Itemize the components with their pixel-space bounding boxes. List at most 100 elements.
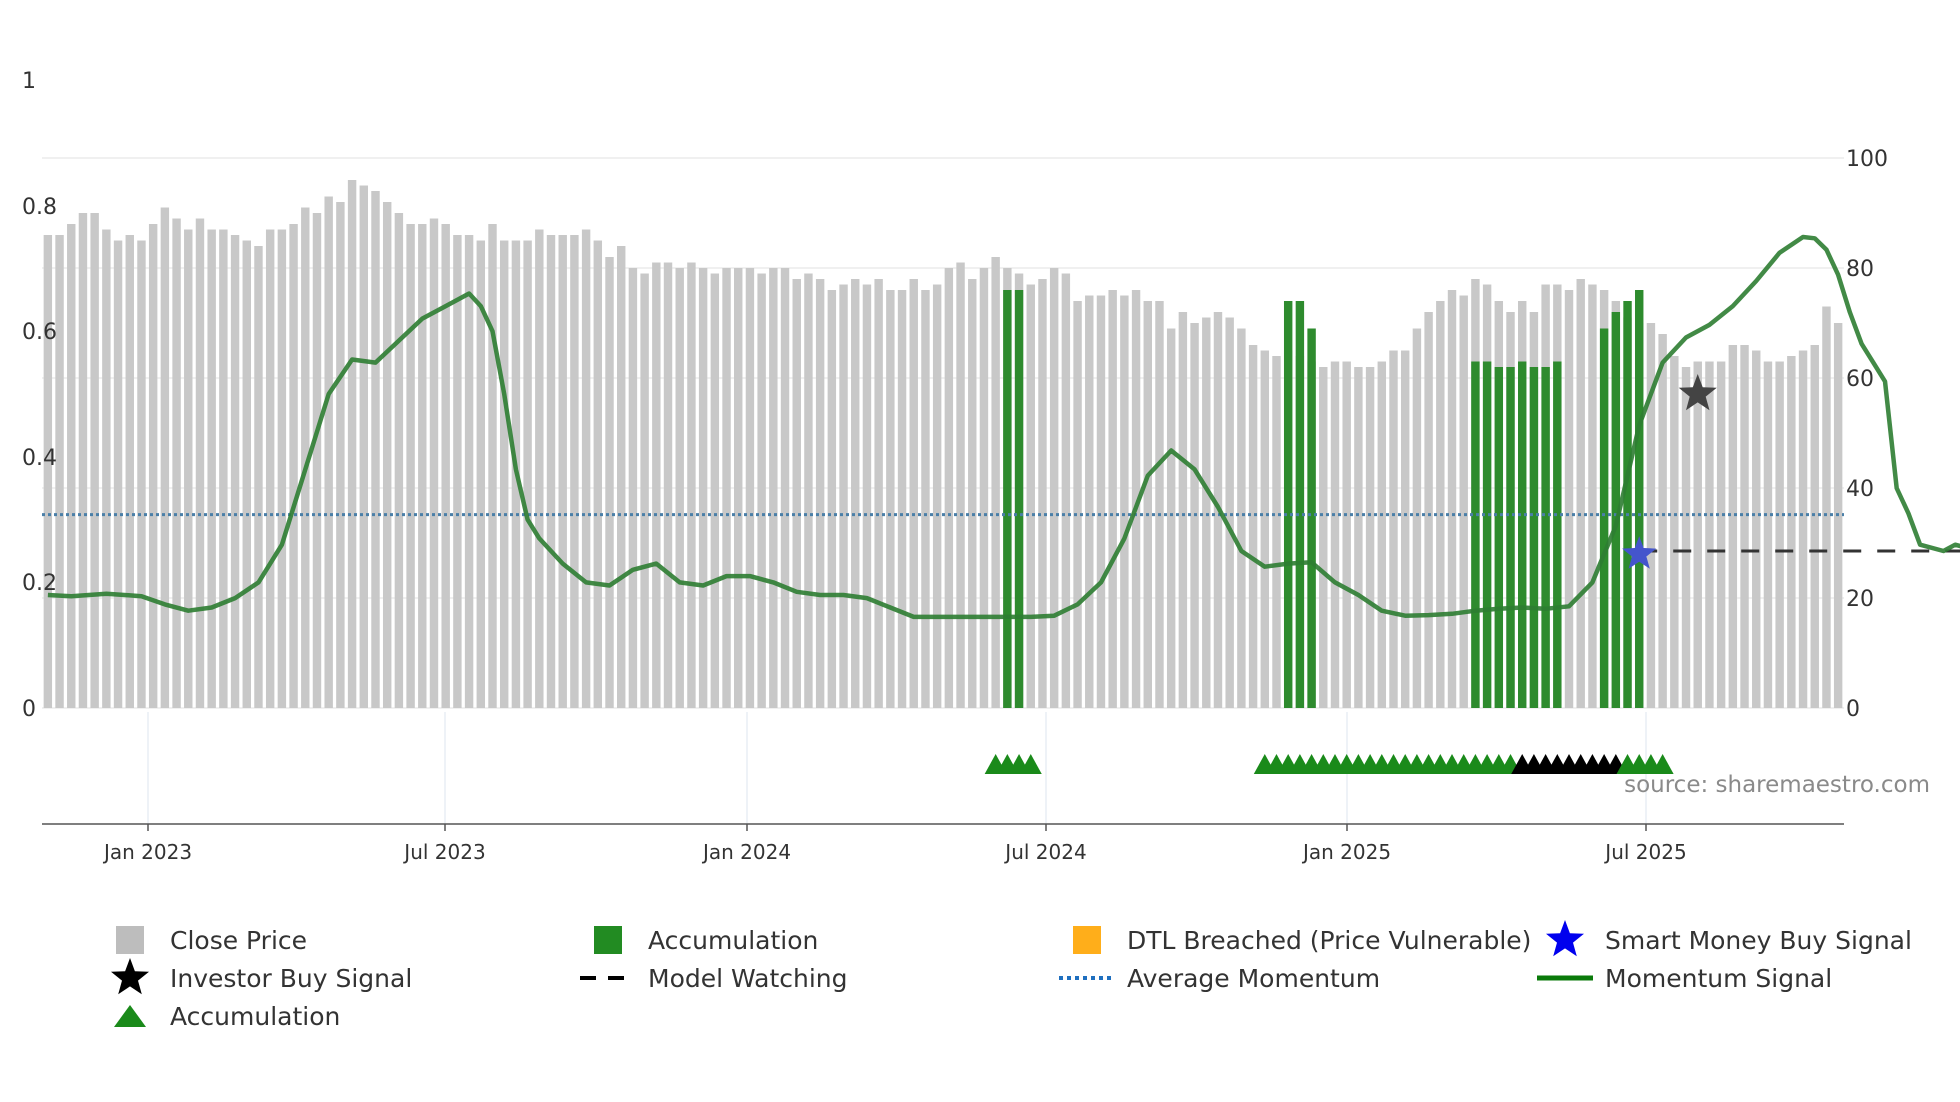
close-price-bar <box>254 246 263 708</box>
close-price-bar <box>1681 367 1691 708</box>
close-price-bar <box>429 218 439 708</box>
gridlines <box>42 157 1844 824</box>
left-axis-tick: 1 <box>22 69 36 94</box>
legend-label: Smart Money Buy Signal <box>1605 926 1912 955</box>
close-price-bar <box>148 224 158 708</box>
source-label: source: sharemaestro.com <box>1624 772 1930 798</box>
close-price-bar <box>1389 350 1398 708</box>
close-price-bar <box>394 213 404 708</box>
legend-label: Model Watching <box>648 964 848 993</box>
close-price-bar <box>617 246 626 708</box>
close-price-bar <box>698 268 708 708</box>
close-price-bar <box>277 229 287 708</box>
close-price-bar <box>289 224 298 708</box>
close-price-bar <box>43 235 53 708</box>
close-price-bar <box>1155 301 1164 708</box>
close-price-bar <box>1248 345 1258 708</box>
orange-square-icon <box>1073 926 1101 954</box>
close-price-bar <box>265 229 275 708</box>
close-price-bar <box>897 290 907 708</box>
close-price-bar <box>968 279 977 708</box>
close-price-bar <box>921 290 930 708</box>
close-price-bar <box>1787 356 1796 708</box>
close-price-bar <box>1143 301 1152 708</box>
close-price-bar <box>1763 361 1773 708</box>
close-price-bar <box>207 229 216 708</box>
close-price-bar <box>710 273 720 708</box>
left-axis-tick: 0.2 <box>22 571 57 596</box>
close-price-bar <box>464 235 474 708</box>
right-axis-tick: 60 <box>1846 367 1874 392</box>
close-price-bars <box>43 180 1843 708</box>
close-price-bar <box>195 218 205 708</box>
close-price-bar <box>558 235 567 708</box>
close-price-bar <box>230 235 240 708</box>
close-price-bar <box>675 268 684 708</box>
legend-label: DTL Breached (Price Vulnerable) <box>1127 926 1531 955</box>
close-price-bar <box>1412 328 1422 708</box>
close-price-bar <box>125 235 134 708</box>
accumulation-bar <box>1506 367 1515 708</box>
close-price-bar <box>874 279 883 708</box>
close-price-bar <box>1049 268 1059 708</box>
close-price-bar <box>441 224 450 708</box>
gray-square-icon <box>116 926 144 954</box>
close-price-bar <box>1447 290 1457 708</box>
close-price-bar <box>1424 312 1433 708</box>
x-axis-tick: Jul 2024 <box>1003 840 1086 864</box>
close-price-bar <box>1260 350 1269 708</box>
right-axis-tick: 80 <box>1846 257 1874 282</box>
close-price-bar <box>359 185 368 708</box>
legend-label: Average Momentum <box>1127 964 1380 993</box>
right-axis-tick: 40 <box>1846 477 1874 502</box>
left-axis-tick: 0.8 <box>22 195 57 220</box>
close-price-bar <box>991 257 1000 708</box>
close-price-bar <box>1716 361 1726 708</box>
close-price-bar <box>605 257 614 708</box>
close-price-bar <box>1705 361 1714 708</box>
close-price-bar <box>1330 361 1340 708</box>
x-axis-tick: Jan 2023 <box>102 840 192 864</box>
right-axis-tick: 0 <box>1846 697 1860 722</box>
close-price-bar <box>734 268 743 708</box>
smart-money-buy-signal-star <box>1622 536 1657 569</box>
close-price-bar <box>242 240 251 708</box>
accumulation-bars <box>1003 290 1644 708</box>
close-price-bar <box>1038 279 1047 708</box>
accumulation-bar <box>1599 328 1609 708</box>
close-price-bar <box>336 202 345 708</box>
close-price-bar <box>301 207 310 708</box>
accumulation-bar <box>1482 361 1492 708</box>
close-price-bar <box>1670 356 1679 708</box>
accumulation-marker-triangle <box>1651 754 1674 774</box>
close-price-bar <box>1365 367 1375 708</box>
accumulation-bar <box>1553 361 1562 708</box>
close-price-bar <box>652 262 661 708</box>
close-price-bar <box>1740 345 1749 708</box>
accumulation-bar <box>1471 361 1480 708</box>
close-price-bar <box>1400 350 1410 708</box>
close-price-bar <box>1775 361 1784 708</box>
close-price-bar <box>780 268 790 708</box>
close-price-bar <box>137 240 146 708</box>
close-price-bar <box>1728 345 1738 708</box>
close-price-bar <box>546 235 556 708</box>
close-price-bar <box>979 268 989 708</box>
close-price-bar <box>1166 328 1176 708</box>
x-axis-tick: Jul 2025 <box>1603 840 1686 864</box>
x-axis-tick: Jan 2025 <box>1301 840 1391 864</box>
accumulation-bar <box>1003 290 1012 708</box>
close-price-bar <box>804 273 813 708</box>
close-price-bar <box>1436 301 1445 708</box>
close-price-bar <box>418 224 427 708</box>
accumulation-bar <box>1295 301 1305 708</box>
left-axis-tick: 0.6 <box>22 320 57 345</box>
close-price-bar <box>1120 295 1129 708</box>
close-price-bar <box>1342 361 1351 708</box>
accumulation-marker-triangle <box>1019 754 1042 774</box>
close-price-bar <box>722 268 731 708</box>
close-price-bar <box>827 290 837 708</box>
close-price-bar <box>593 240 603 708</box>
close-price-bar <box>67 224 76 708</box>
